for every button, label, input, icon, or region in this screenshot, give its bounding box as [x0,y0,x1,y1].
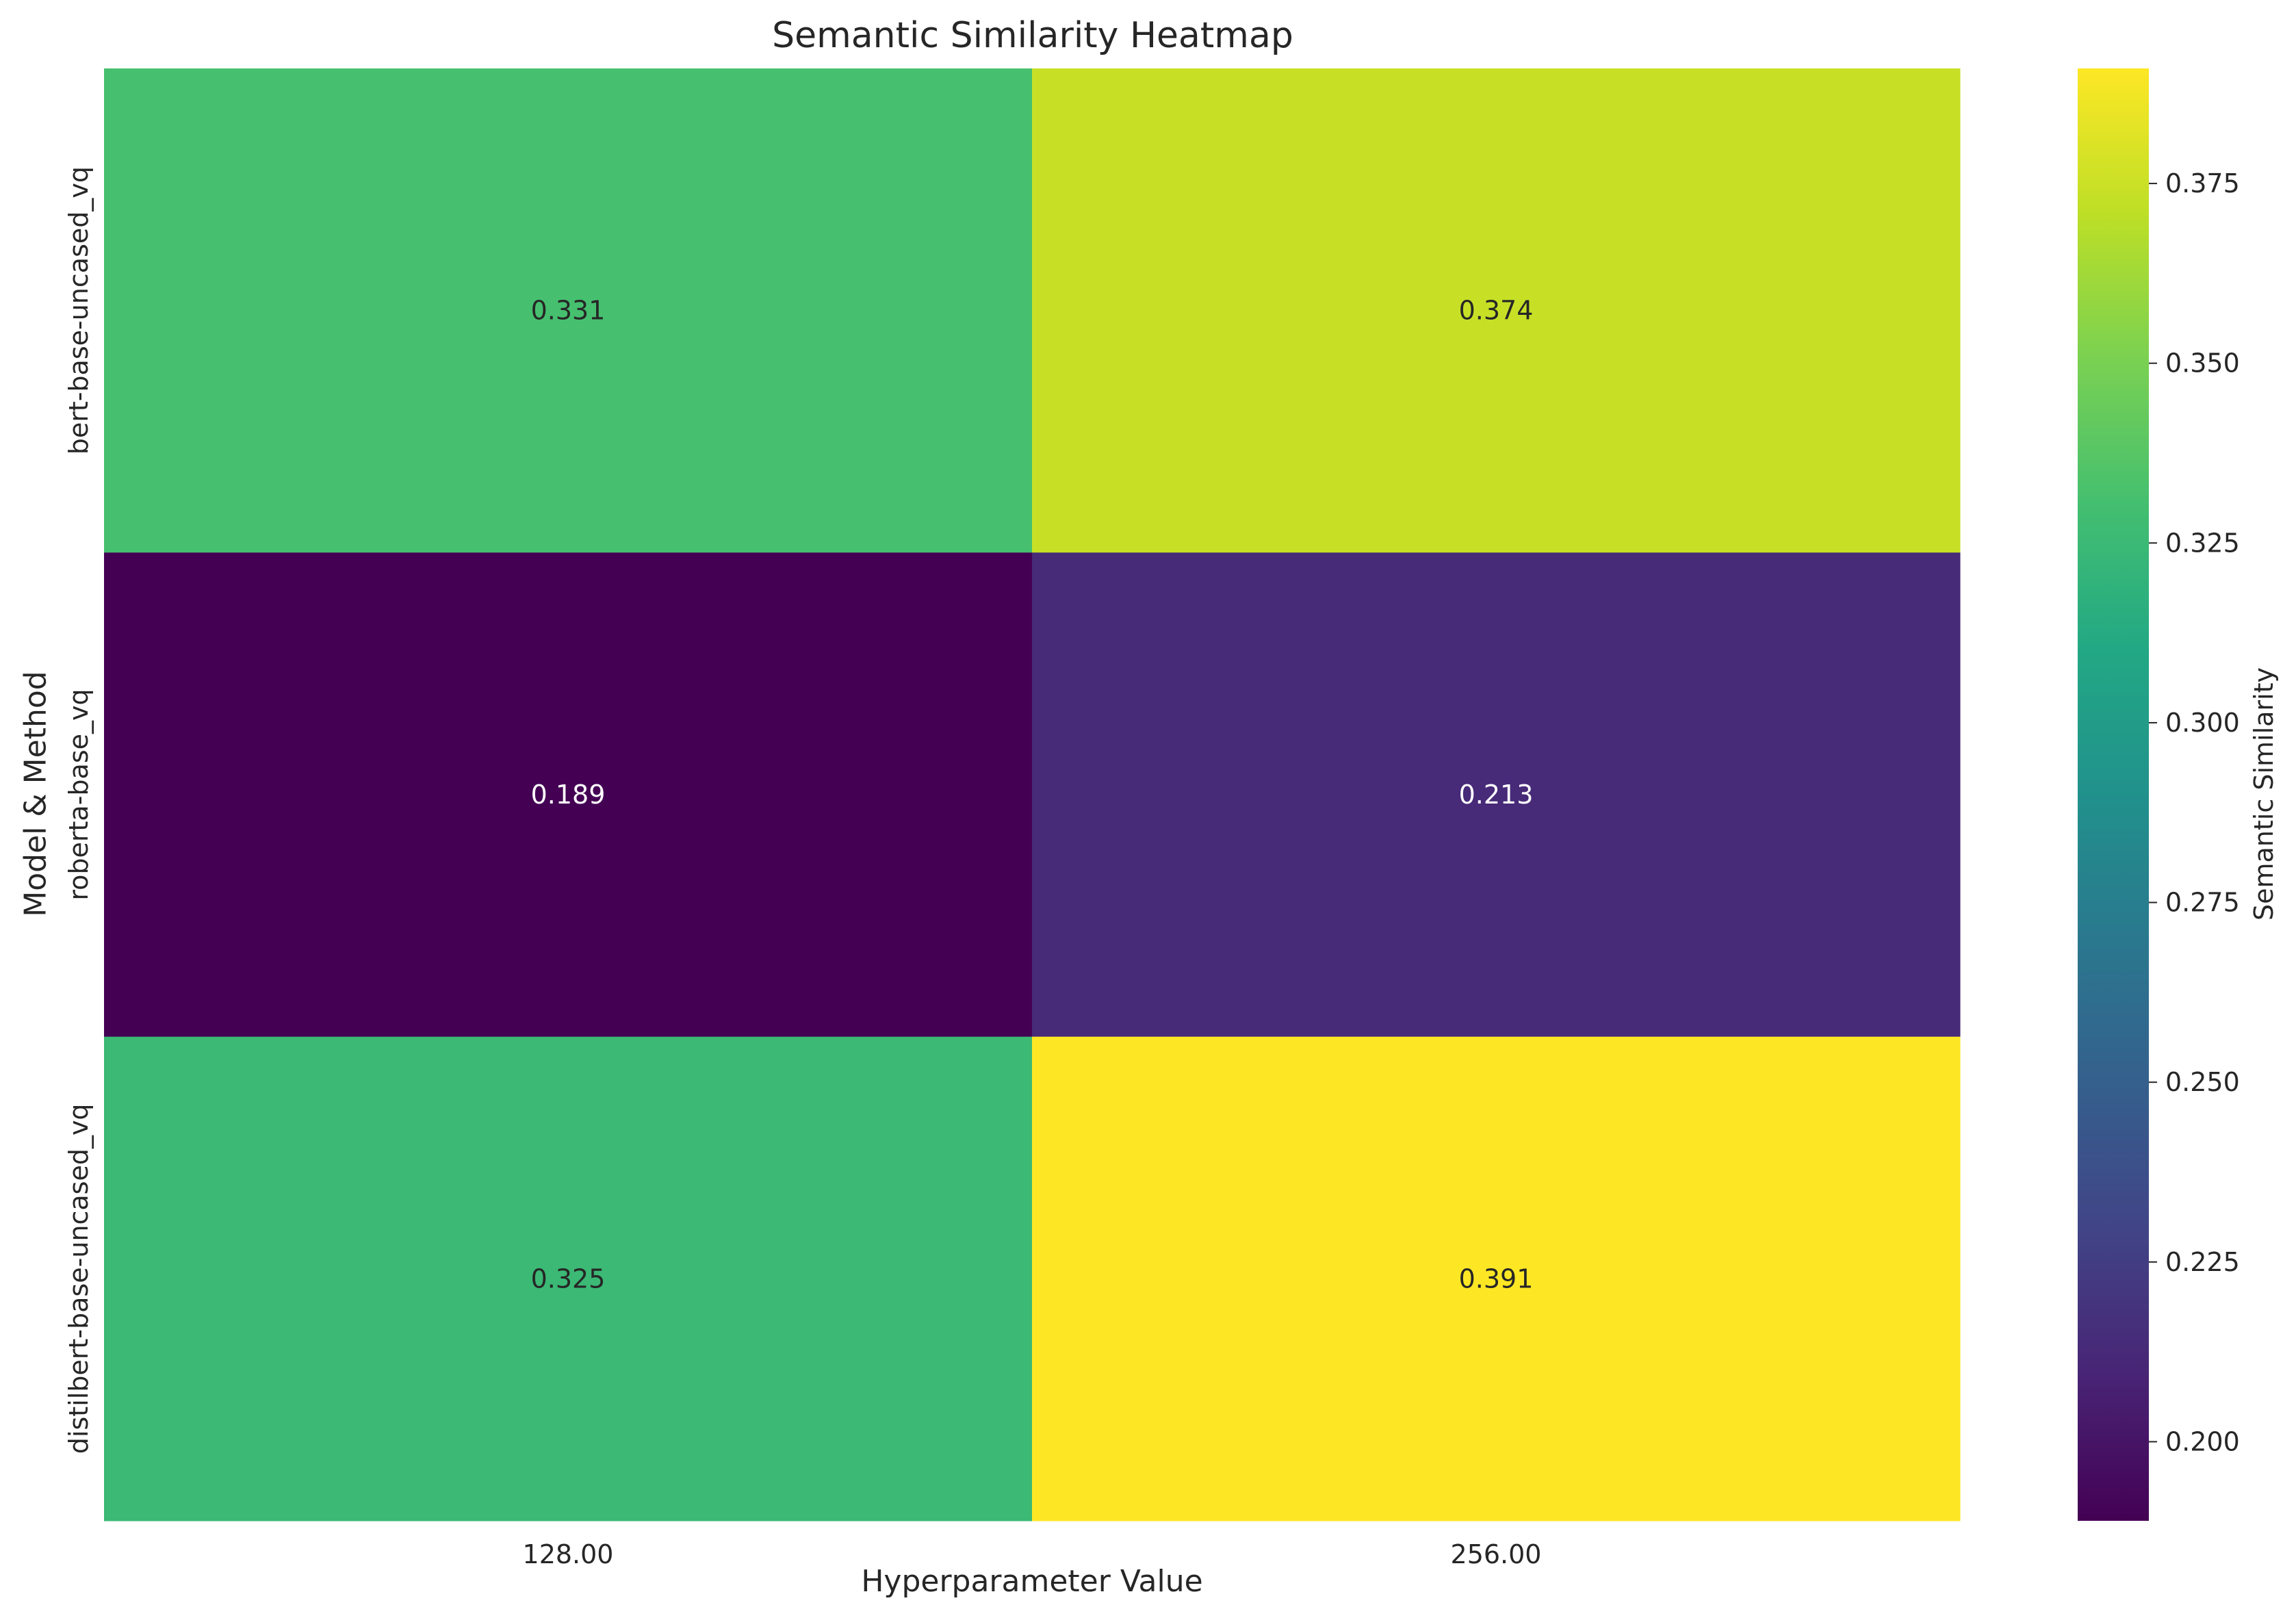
heatmap-cell [104,552,1033,1038]
colorbar-tick-label: 0.250 [2165,1067,2240,1097]
colorbar-tick-label: 0.350 [2165,348,2240,378]
heatmap-cells [104,68,1961,1521]
colorbar-tick-label: 0.200 [2165,1426,2240,1456]
y-tick-label: distilbert-base-uncased_vq [64,1103,94,1454]
colorbar-tick-label: 0.375 [2165,168,2240,198]
colorbar-tick-label: 0.275 [2165,888,2240,918]
x-axis-ticks: 128.00 256.00 [523,1539,1542,1569]
heatmap-cell [1032,552,1961,1038]
heatmap-cell [104,68,1033,553]
cell-value-label: 0.325 [531,1263,606,1294]
cell-value-label: 0.391 [1459,1263,1534,1294]
colorbar-tick-label: 0.325 [2165,528,2240,558]
y-tick-label: roberta-base_vq [64,689,94,900]
heatmap-cell [1032,1036,1961,1521]
cell-value-label: 0.213 [1459,780,1534,810]
y-axis-ticks: bert-base-uncased_vq roberta-base_vqdisti… [64,166,94,1454]
colorbar: 0.200 0.225 0.250 0.275 0.300 0.325 0.350 0.375 [2078,68,2240,1521]
cell-value-label: 0.189 [531,780,606,810]
x-tick-label: 128.00 [523,1539,614,1569]
cell-value-label: 0.331 [531,296,606,326]
heatmap-cell-labels: 0.331 0.374 0.189 0.213 0.325 0.391 [531,296,1534,1294]
cell-value-label: 0.374 [1459,296,1534,326]
colorbar-gradient [2078,68,2149,1521]
y-tick-label: bert-base-uncased_vq [64,166,94,454]
heatmap-cell [104,1036,1033,1521]
x-tick-label: 256.00 [1451,1539,1542,1569]
x-axis-label: Hyperparameter Value [861,1564,1203,1599]
heatmap-cell [1032,68,1961,553]
chart-title: Semantic Similarity Heatmap [772,15,1293,56]
colorbar-tick-label: 0.300 [2165,708,2240,738]
colorbar-tick-label: 0.225 [2165,1247,2240,1277]
